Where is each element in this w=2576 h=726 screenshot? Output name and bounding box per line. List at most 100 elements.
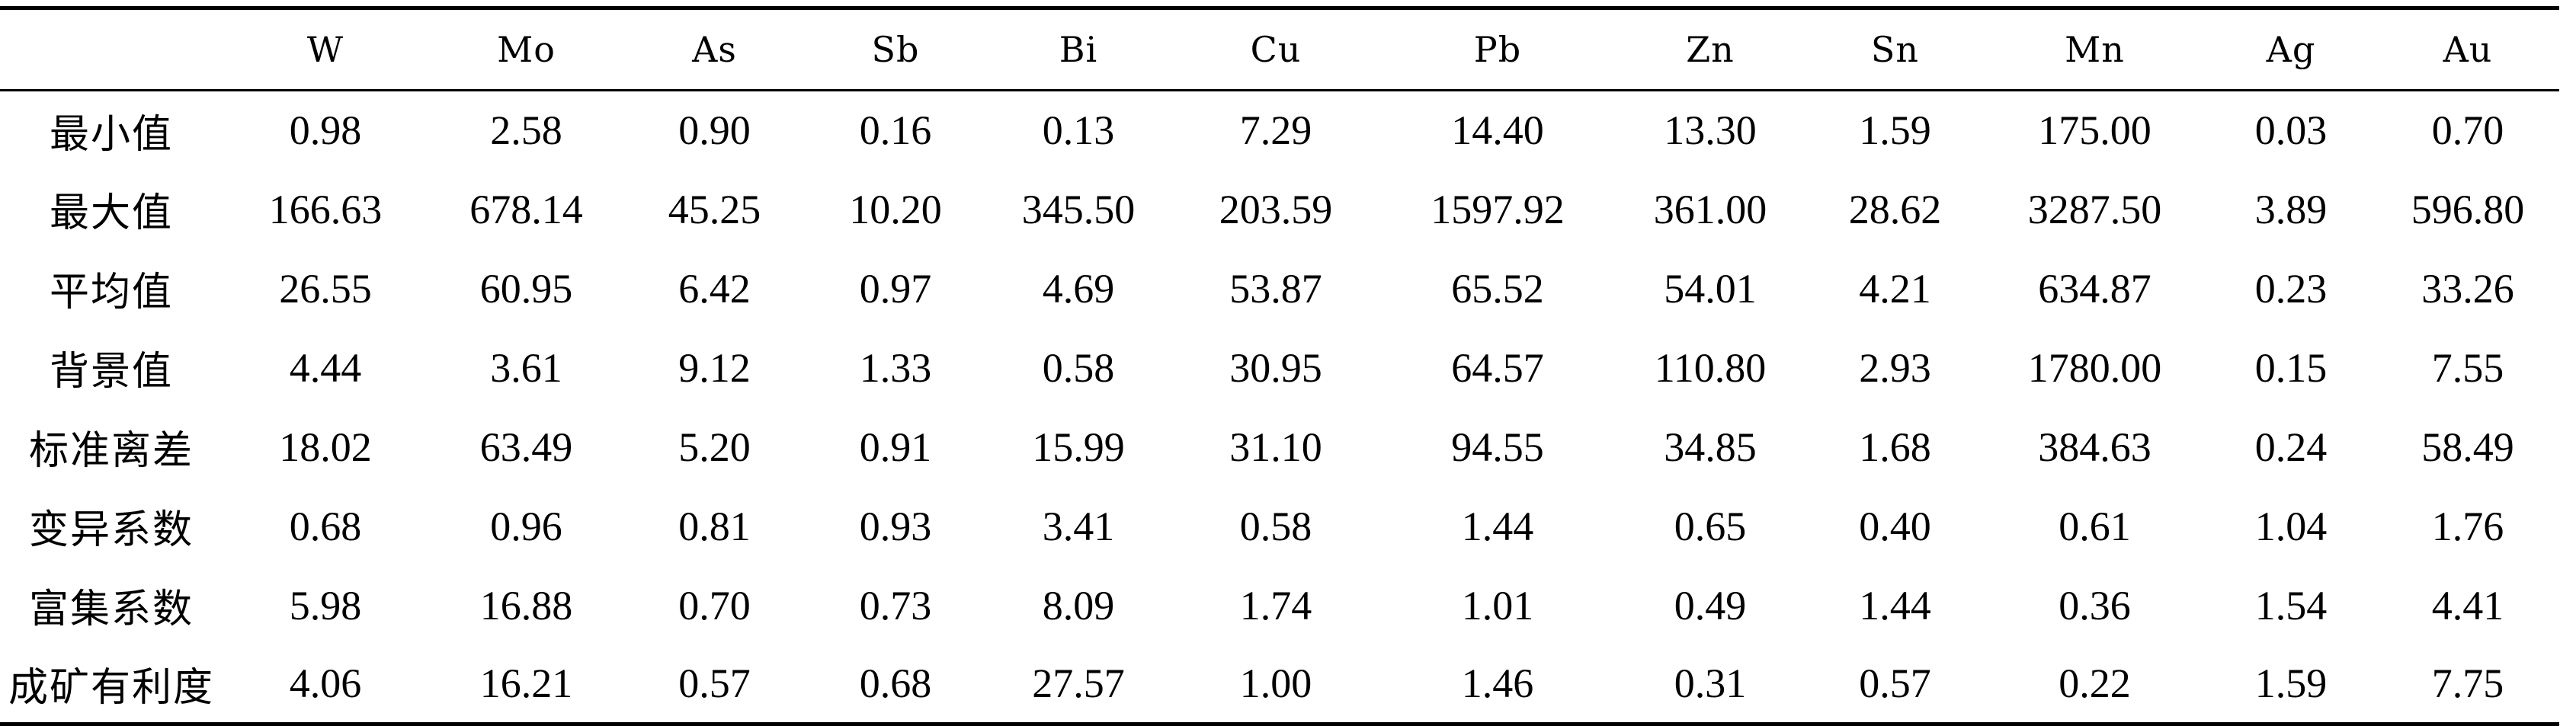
table-cell: 1597.92	[1431, 186, 1565, 232]
table-cell: 63.49	[479, 424, 573, 470]
row-label: 富集系数	[28, 587, 194, 632]
column-header-sb: Sb	[871, 29, 920, 70]
table-cell: 1.59	[1859, 107, 1931, 154]
table-cell: 34.85	[1664, 424, 1757, 470]
table-row: 背景值 4.44 3.61 9.12 1.33 0.58 30.95 64.57 110.80 2…	[0, 328, 2559, 408]
table-cell: 31.10	[1229, 424, 1322, 470]
table-cell: 1.76	[2431, 503, 2504, 549]
table-cell: 0.65	[1674, 503, 1747, 549]
column-header-mn: Mn	[2065, 29, 2125, 70]
table-cell: 65.52	[1451, 265, 1544, 312]
table-cell: 0.24	[2254, 424, 2328, 470]
table-cell: 0.68	[859, 660, 932, 707]
table-cell: 1.44	[1859, 582, 1931, 628]
column-header-sn: Sn	[1870, 29, 1920, 70]
table-row: 最大值 166.63 678.14 45.25 10.20 345.50 203.59 159…	[0, 170, 2559, 249]
table-cell: 1.00	[1239, 660, 1312, 707]
table-cell: 4.41	[2431, 582, 2504, 628]
table-cell: 5.98	[289, 582, 362, 628]
table-cell: 54.01	[1664, 265, 1757, 312]
table-cell: 1.68	[1859, 424, 1931, 470]
table-cell: 2.58	[490, 107, 562, 154]
table-cell: 0.90	[678, 107, 751, 154]
table-cell: 45.25	[668, 186, 761, 232]
table-cell: 18.02	[279, 424, 372, 470]
table-cell: 1.44	[1461, 503, 1534, 549]
table-cell: 166.63	[268, 186, 383, 232]
table-cell: 0.61	[2059, 503, 2131, 549]
table-cell: 7.55	[2431, 344, 2504, 391]
table-cell: 0.73	[859, 582, 932, 628]
table-header: W Mo As Sb Bi Cu Pb Zn Sn Mn Ag Au	[0, 8, 2559, 91]
table-cell: 1.01	[1461, 582, 1534, 628]
row-label: 标准离差	[28, 428, 194, 474]
table-cell: 175.00	[2038, 107, 2151, 154]
table-cell: 678.14	[469, 186, 583, 232]
table-cell: 110.80	[1654, 344, 1767, 391]
table-cell: 345.50	[1021, 186, 1136, 232]
table-cell: 9.12	[678, 344, 751, 391]
table-cell: 0.13	[1042, 107, 1115, 154]
table-cell: 0.23	[2254, 265, 2328, 312]
column-header-mo: Mo	[497, 29, 556, 70]
table-cell: 64.57	[1451, 344, 1544, 391]
table-cell: 0.40	[1859, 503, 1931, 549]
column-header-w: W	[306, 29, 344, 70]
table-cell: 0.16	[859, 107, 932, 154]
table-cell: 634.87	[2038, 265, 2151, 312]
table-body: 最小值 0.98 2.58 0.90 0.16 0.13 7.29 14.40 13.30 1.5…	[0, 91, 2559, 724]
table-cell: 0.22	[2059, 660, 2131, 707]
row-label: 背景值	[49, 349, 173, 395]
column-header-cu: Cu	[1250, 29, 1302, 70]
row-label: 平均值	[49, 270, 173, 315]
table-cell: 1.33	[859, 344, 932, 391]
table-cell: 0.57	[1859, 660, 1931, 707]
table-cell: 1.74	[1239, 582, 1312, 628]
table-cell: 0.36	[2059, 582, 2131, 628]
row-label: 最小值	[49, 111, 173, 158]
table-cell: 384.63	[2038, 424, 2151, 470]
table-cell: 1.46	[1461, 660, 1534, 707]
table-cell: 0.97	[859, 265, 932, 312]
table-cell: 0.93	[859, 503, 932, 549]
element-statistics-table: W Mo As Sb Bi Cu Pb Zn Sn Mn Ag Au 最小值 0.98 2.58 0.90 0…	[0, 6, 2559, 726]
table-cell: 26.55	[279, 265, 372, 312]
table-cell: 0.91	[859, 424, 932, 470]
table-cell: 16.21	[479, 660, 573, 707]
table-row: 富集系数 5.98 16.88 0.70 0.73 8.09 1.74 1.01 0.49 1.4…	[0, 566, 2559, 645]
table-cell: 4.21	[1859, 265, 1931, 312]
table-cell: 27.57	[1032, 660, 1125, 707]
table-cell: 1780.00	[2027, 344, 2162, 391]
column-header-pb: Pb	[1473, 29, 1522, 70]
table-cell: 0.70	[678, 582, 751, 628]
table-cell: 203.59	[1219, 186, 1333, 232]
table-cell: 2.93	[1859, 344, 1931, 391]
column-header-as: As	[692, 29, 737, 70]
table-cell: 1.04	[2254, 503, 2328, 549]
table-cell: 0.96	[490, 503, 562, 549]
table-cell: 361.00	[1653, 186, 1767, 232]
table-cell: 94.55	[1451, 424, 1544, 470]
table-row: 平均值 26.55 60.95 6.42 0.97 4.69 53.87 65.52 54.01…	[0, 249, 2559, 328]
table-cell: 53.87	[1229, 265, 1322, 312]
column-header-au: Au	[2443, 29, 2493, 70]
table-cell: 0.98	[289, 107, 362, 154]
table-cell: 4.06	[289, 660, 362, 707]
table-row: 最小值 0.98 2.58 0.90 0.16 0.13 7.29 14.40 13.30 1.5…	[0, 91, 2559, 170]
table-row: 变异系数 0.68 0.96 0.81 0.93 3.41 0.58 1.44 0.65 0.40…	[0, 487, 2559, 566]
table-row: 成矿有利度 4.06 16.21 0.57 0.68 27.57 1.00 1.46 0.31 0…	[0, 645, 2559, 724]
table-cell: 0.15	[2254, 344, 2328, 391]
table-cell: 0.58	[1042, 344, 1115, 391]
table-cell: 1.54	[2254, 582, 2328, 628]
column-header-bi: Bi	[1059, 29, 1098, 70]
table-cell: 3287.50	[2027, 186, 2162, 232]
header-corner-cell	[0, 8, 223, 91]
table-cell: 3.41	[1042, 503, 1115, 549]
table-cell: 60.95	[479, 265, 573, 312]
table-cell: 16.88	[479, 582, 573, 628]
header-row: W Mo As Sb Bi Cu Pb Zn Sn Mn Ag Au	[0, 8, 2559, 91]
row-label: 最大值	[49, 190, 173, 236]
table-cell: 0.49	[1674, 582, 1747, 628]
table-cell: 596.80	[2411, 186, 2525, 232]
table-cell: 0.70	[2431, 107, 2504, 154]
